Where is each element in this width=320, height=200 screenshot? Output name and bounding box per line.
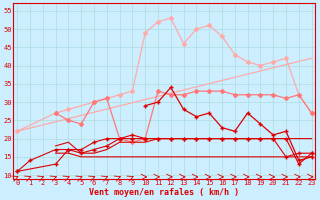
- X-axis label: Vent moyen/en rafales ( km/h ): Vent moyen/en rafales ( km/h ): [89, 188, 239, 197]
